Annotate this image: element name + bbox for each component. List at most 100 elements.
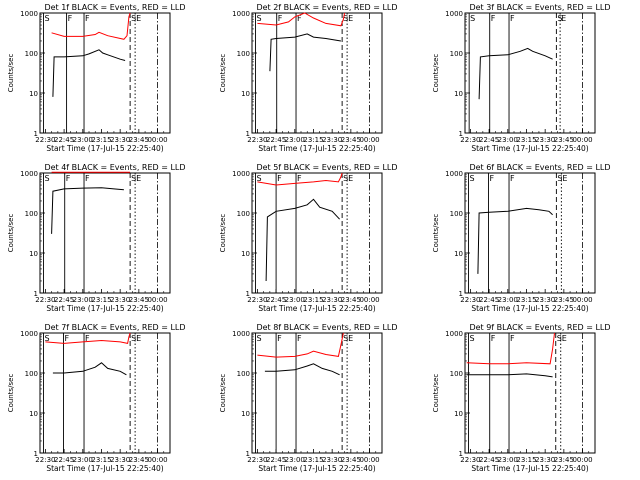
y-axis-label: Counts/sec	[7, 214, 15, 253]
y-tick-label: 100	[237, 370, 250, 378]
y-tick-label: 1000	[20, 170, 38, 178]
x-tick-label: 23:15	[303, 136, 323, 144]
marker-label: F	[85, 14, 90, 23]
x-tick-label: 23:45	[341, 456, 361, 464]
x-tick-label: 22:30	[35, 456, 55, 464]
plot-frame	[251, 12, 383, 134]
marker-label: S	[257, 174, 262, 183]
marker-label: E	[561, 14, 566, 23]
x-tick-label: 23:45	[129, 136, 149, 144]
marker-label: F	[489, 174, 494, 183]
x-axis-label: Start Time (17-Jul-15 22:25:40)	[471, 304, 588, 313]
marker-label: F	[277, 334, 282, 343]
y-tick-label: 1	[246, 290, 250, 298]
y-tick-label: 1	[34, 130, 38, 138]
marker-label: S	[470, 14, 475, 23]
x-tick-label: 23:00	[285, 136, 305, 144]
series-events-line	[477, 207, 553, 274]
chart-panel-1: Det 1f BLACK = Events, RED = LLD 1 10 100 10…	[7, 3, 186, 153]
y-tick-label: 1000	[232, 170, 250, 178]
plot-frame	[39, 172, 171, 294]
x-tick-label: 23:00	[285, 296, 305, 304]
x-tick-label: 23:15	[303, 456, 323, 464]
x-axis-label: Start Time (17-Jul-15 22:25:40)	[258, 144, 375, 153]
y-axis-label: Counts/sec	[7, 54, 15, 93]
y-axis-label: Counts/sec	[432, 374, 440, 413]
y-tick-label: 1000	[20, 10, 38, 18]
chart-title: Det 2f BLACK = Events, RED = LLD	[256, 3, 397, 12]
x-tick-label: 23:30	[322, 456, 342, 464]
y-tick-label: 1000	[232, 10, 250, 18]
x-tick-label: 22:30	[247, 136, 267, 144]
x-tick-label: 23:30	[322, 296, 342, 304]
marker-label: F	[85, 334, 90, 343]
x-tick-label: 22:45	[54, 296, 74, 304]
chart-title: Det 8f BLACK = Events, RED = LLD	[256, 323, 397, 332]
marker-label: F	[64, 334, 69, 343]
y-tick-label: 10	[29, 410, 38, 418]
marker-label: E	[136, 174, 141, 183]
x-axis-label: Start Time (17-Jul-15 22:25:40)	[471, 464, 588, 473]
x-tick-label: 22:45	[479, 136, 499, 144]
marker-label: F	[297, 334, 302, 343]
y-tick-label: 100	[25, 210, 38, 218]
chart-title: Det 4f BLACK = Events, RED = LLD	[44, 163, 185, 172]
chart-title: Det 6f BLACK = Events, RED = LLD	[469, 163, 610, 172]
series-lld-line	[257, 172, 343, 186]
x-tick-label: 23:15	[91, 136, 111, 144]
y-axis-label: Counts/sec	[7, 374, 15, 413]
marker-label: S	[557, 14, 562, 23]
x-tick-label: 23:45	[341, 136, 361, 144]
marker-label: E	[562, 174, 567, 183]
y-tick-label: 100	[237, 50, 250, 58]
y-tick-label: 1	[246, 130, 250, 138]
y-tick-label: 1000	[232, 330, 250, 338]
marker-label: F	[277, 174, 282, 183]
x-tick-label: 23:00	[73, 456, 93, 464]
x-tick-label: 22:45	[54, 456, 74, 464]
x-tick-label: 22:45	[479, 296, 499, 304]
y-tick-label: 10	[241, 90, 250, 98]
plot-frame	[251, 172, 383, 294]
y-tick-label: 10	[454, 410, 463, 418]
x-tick-label: 00:00	[359, 136, 379, 144]
x-tick-label: 00:00	[359, 296, 379, 304]
chart-panel-6: Det 6f BLACK = Events, RED = LLD 1 10 100 10…	[432, 163, 611, 313]
y-tick-label: 100	[237, 210, 250, 218]
series-events-line	[265, 198, 340, 282]
plot-frame	[39, 332, 171, 454]
marker-label: S	[131, 174, 136, 183]
x-tick-label: 23:15	[516, 456, 536, 464]
series-events-line	[478, 47, 553, 100]
plot-frame	[251, 332, 383, 454]
y-tick-label: 1	[459, 450, 463, 458]
x-tick-label: 23:30	[110, 136, 130, 144]
x-tick-label: 00:00	[359, 456, 379, 464]
marker-label: S	[343, 14, 348, 23]
y-axis-label: Counts/sec	[432, 54, 440, 93]
y-axis-label: Counts/sec	[219, 54, 227, 93]
marker-label: S	[131, 334, 136, 343]
x-tick-label: 23:45	[129, 456, 149, 464]
plot-frame	[39, 12, 171, 134]
series-events-line	[51, 187, 124, 234]
chart-title: Det 7f BLACK = Events, RED = LLD	[44, 323, 185, 332]
marker-label: F	[85, 174, 90, 183]
plot-frame	[464, 12, 596, 134]
x-tick-label: 23:15	[516, 296, 536, 304]
x-tick-label: 22:30	[35, 136, 55, 144]
y-tick-label: 1000	[445, 10, 463, 18]
series-events-line	[52, 362, 127, 376]
x-tick-label: 22:30	[460, 456, 480, 464]
series-lld-line	[45, 332, 131, 344]
x-axis-label: Start Time (17-Jul-15 22:25:40)	[471, 144, 588, 153]
x-tick-label: 23:45	[554, 456, 574, 464]
marker-label: S	[557, 334, 562, 343]
y-tick-label: 1	[34, 290, 38, 298]
x-tick-label: 23:30	[322, 136, 342, 144]
y-tick-label: 10	[241, 250, 250, 258]
marker-label: E	[348, 174, 353, 183]
y-tick-label: 1	[246, 450, 250, 458]
plot-frame	[464, 172, 596, 294]
